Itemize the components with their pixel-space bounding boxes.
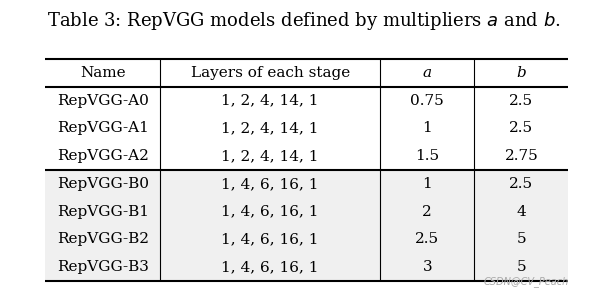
Text: 2.5: 2.5	[510, 121, 533, 135]
Text: RepVGG-B2: RepVGG-B2	[57, 232, 149, 246]
Text: 4: 4	[517, 205, 527, 219]
Text: $a$: $a$	[422, 66, 432, 80]
Text: 1, 2, 4, 14, 1: 1, 2, 4, 14, 1	[221, 121, 319, 135]
Text: RepVGG-B0: RepVGG-B0	[57, 177, 149, 191]
Text: RepVGG-A0: RepVGG-A0	[57, 94, 148, 108]
Text: RepVGG-B1: RepVGG-B1	[57, 205, 149, 219]
Text: 2.5: 2.5	[510, 177, 533, 191]
Bar	[45, 170, 568, 198]
Text: 5: 5	[517, 232, 526, 246]
Text: 5: 5	[517, 260, 526, 274]
Text: 1, 4, 6, 16, 1: 1, 4, 6, 16, 1	[221, 232, 319, 246]
Text: 1, 4, 6, 16, 1: 1, 4, 6, 16, 1	[221, 205, 319, 219]
Text: CSDN@CV_Peach: CSDN@CV_Peach	[483, 276, 568, 287]
Text: RepVGG-A1: RepVGG-A1	[57, 121, 148, 135]
Text: 2.5: 2.5	[415, 232, 439, 246]
Text: RepVGG-B3: RepVGG-B3	[57, 260, 148, 274]
Text: 1, 2, 4, 14, 1: 1, 2, 4, 14, 1	[221, 149, 319, 163]
Text: $b$: $b$	[516, 65, 527, 80]
Text: 2.75: 2.75	[505, 149, 538, 163]
Bar	[45, 226, 568, 253]
Text: 1.5: 1.5	[415, 149, 439, 163]
Text: Name: Name	[80, 66, 125, 80]
Text: Layers of each stage: Layers of each stage	[190, 66, 350, 80]
Text: 1, 4, 6, 16, 1: 1, 4, 6, 16, 1	[221, 260, 319, 274]
Text: 0.75: 0.75	[410, 94, 444, 108]
Text: 3: 3	[423, 260, 432, 274]
Bar	[45, 253, 568, 281]
Text: 1, 4, 6, 16, 1: 1, 4, 6, 16, 1	[221, 177, 319, 191]
Text: 2.5: 2.5	[510, 94, 533, 108]
Text: Table 3: RepVGG models defined by multipliers $a$ and $b$.: Table 3: RepVGG models defined by multip…	[47, 10, 561, 32]
Text: 1: 1	[423, 121, 432, 135]
Text: 1: 1	[423, 177, 432, 191]
Text: RepVGG-A2: RepVGG-A2	[57, 149, 148, 163]
Text: 1, 2, 4, 14, 1: 1, 2, 4, 14, 1	[221, 94, 319, 108]
Bar	[45, 198, 568, 226]
Text: 2: 2	[423, 205, 432, 219]
